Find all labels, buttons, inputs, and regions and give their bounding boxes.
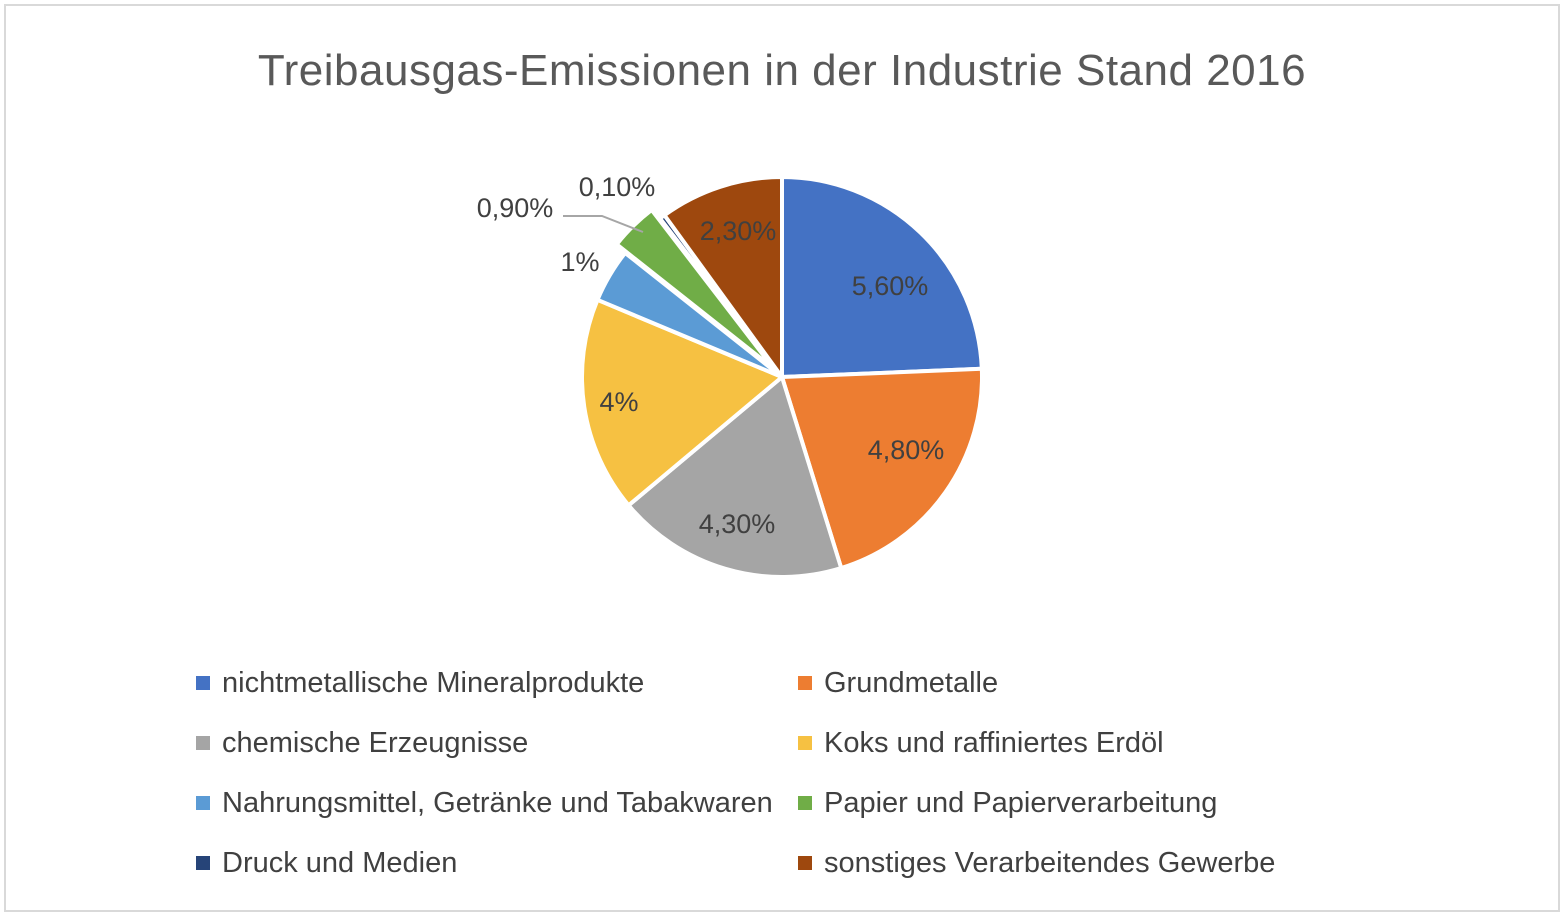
pie-slice-grundmetalle <box>780 366 984 571</box>
legend-label: nichtmetallische Mineralprodukte <box>222 666 645 699</box>
legend-item-chemische-erzeugnisse: chemische Erzeugnisse <box>196 723 528 763</box>
legend-label: Koks und raffiniertes Erdöl <box>824 726 1164 759</box>
pie-slice-papier-und-papierverarbeitung <box>614 207 776 371</box>
legend-item-grundmetalle: Grundmetalle <box>798 663 998 703</box>
legend-label: Grundmetalle <box>824 666 999 699</box>
data-label-nahrungsmittel-getraenke-und-tabakwaren: 1% <box>560 247 599 277</box>
data-label-grundmetalle: 4,80% <box>868 435 945 465</box>
legend-swatch <box>798 796 812 810</box>
pie-slice-sonstiges-verarbeitendes-gewerbe <box>662 175 784 379</box>
legend-item-sonstiges-verarbeitendes-gewerbe: sonstiges Verarbeitendes Gewerbe <box>798 843 1275 883</box>
pie-slice-koks-und-raffiniertes-erdoel <box>580 297 784 508</box>
pie-slice-chemische-erzeugnisse <box>626 375 844 579</box>
legend-item-papier-und-papierverarbeitung: Papier und Papierverarbeitung <box>798 783 1217 823</box>
legend-label: Druck und Medien <box>222 846 458 879</box>
legend-label: chemische Erzeugnisse <box>222 726 529 759</box>
legend-swatch <box>798 856 812 870</box>
data-label-nichtmetallische-mineralprodukte: 5,60% <box>852 271 929 301</box>
legend-swatch <box>798 676 812 690</box>
legend-swatch <box>196 856 210 870</box>
data-label-chemische-erzeugnisse: 4,30% <box>699 509 776 539</box>
legend-label: Nahrungsmittel, Getränke und Tabakwaren <box>222 786 773 819</box>
legend-swatch <box>196 676 210 690</box>
data-label-druck-und-medien: 0,10% <box>579 172 656 202</box>
chart-title: Treibausgas-Emissionen in der Industrie … <box>257 46 1307 95</box>
pie-slice-nichtmetallische-mineralprodukte <box>780 175 984 379</box>
legend-item-nahrungsmittel-getraenke-und-tabakwaren: Nahrungsmittel, Getränke und Tabakwaren <box>196 783 773 823</box>
legend-swatch <box>196 796 210 810</box>
data-label-sonstiges-verarbeitendes-gewerbe: 2,30% <box>700 216 777 246</box>
legend-label: Papier und Papierverarbeitung <box>824 786 1218 819</box>
legend-swatch <box>196 736 210 750</box>
data-label-koks-und-raffiniertes-erdoel: 4% <box>599 387 638 417</box>
legend-swatch <box>798 736 812 750</box>
legend-label: sonstiges Verarbeitendes Gewerbe <box>824 846 1276 879</box>
data-label-papier-und-papierverarbeitung: 0,90% <box>477 193 554 223</box>
legend-item-nichtmetallische-mineralprodukte: nichtmetallische Mineralprodukte <box>196 663 644 703</box>
legend-item-druck-und-medien: Druck und Medien <box>196 843 457 883</box>
legend-item-koks-und-raffiniertes-erdoel: Koks und raffiniertes Erdöl <box>798 723 1164 763</box>
leader-line <box>563 215 644 233</box>
